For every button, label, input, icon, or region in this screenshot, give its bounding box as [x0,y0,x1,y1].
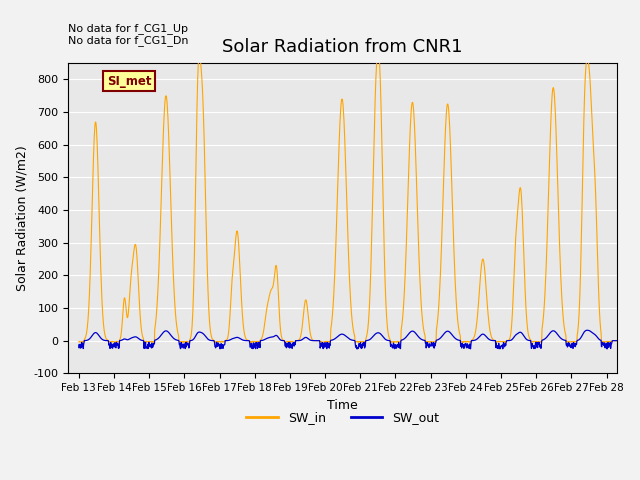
Legend: SW_in, SW_out: SW_in, SW_out [241,406,444,429]
X-axis label: Time: Time [327,398,358,412]
Text: No data for f_CG1_Up
No data for f_CG1_Dn: No data for f_CG1_Up No data for f_CG1_D… [68,23,189,46]
Y-axis label: Solar Radiation (W/m2): Solar Radiation (W/m2) [15,145,28,291]
Text: SI_met: SI_met [107,75,151,88]
Title: Solar Radiation from CNR1: Solar Radiation from CNR1 [223,38,463,56]
